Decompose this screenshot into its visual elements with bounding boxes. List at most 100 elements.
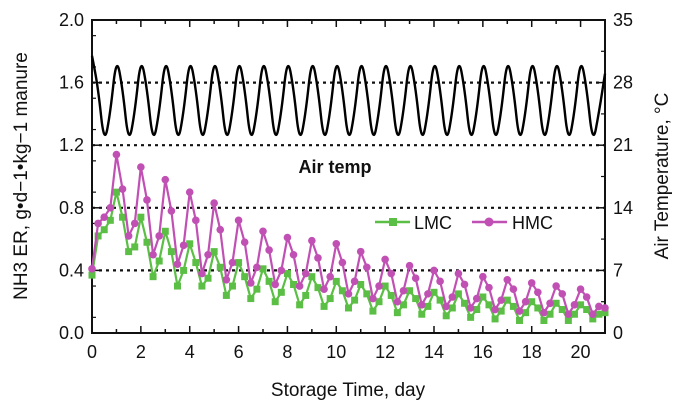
hmc-point	[515, 307, 524, 315]
hmc-point	[442, 302, 451, 311]
hmc-point	[100, 213, 109, 221]
lmc-point	[210, 248, 218, 256]
lmc-point	[314, 284, 322, 292]
hmc-point	[381, 255, 389, 264]
hmc-point	[228, 258, 237, 267]
hmc-point	[118, 185, 127, 193]
y-right-tick-label: 35	[613, 10, 633, 30]
lmc-point	[271, 298, 279, 306]
hmc-point	[344, 290, 353, 298]
hmc-point	[149, 250, 157, 259]
hmc-point	[430, 266, 438, 275]
lmc-point	[473, 306, 481, 314]
hmc-point	[503, 275, 512, 284]
lmc-point	[454, 290, 462, 298]
series-line-air-temp	[90, 55, 607, 137]
legend-lmc-marker	[389, 218, 397, 226]
lmc-point	[479, 293, 487, 301]
hmc-point	[466, 304, 475, 312]
lmc-point	[253, 285, 261, 293]
hmc-point	[521, 297, 530, 306]
lmc-point	[497, 307, 505, 315]
hmc-point	[173, 260, 182, 268]
hmc-point	[582, 293, 591, 301]
lmc-point	[125, 248, 133, 256]
hmc-point	[161, 175, 170, 184]
y-left-tick-label: 1.2	[59, 135, 84, 155]
hmc-point	[295, 282, 304, 290]
hmc-point	[88, 265, 96, 273]
hmc-point	[259, 227, 267, 236]
hmc-point	[332, 239, 341, 248]
hmc-point	[283, 233, 292, 242]
hmc-point	[289, 250, 298, 259]
lmc-point	[363, 290, 371, 298]
series-layer	[88, 55, 609, 324]
lmc-point	[345, 304, 352, 312]
hmc-point	[417, 301, 426, 309]
hmc-point	[472, 294, 481, 303]
hmc-point	[399, 286, 408, 295]
hmc-point	[460, 280, 469, 289]
lmc-point	[112, 188, 120, 196]
hmc-point	[540, 308, 548, 317]
hmc-point	[301, 269, 310, 278]
y-left-tick-label: 0.8	[59, 198, 84, 218]
hmc-point	[314, 254, 322, 262]
lmc-point	[387, 291, 395, 299]
lmc-point	[534, 304, 542, 312]
legend-lmc-label: LMC	[414, 213, 452, 233]
lmc-point	[375, 298, 383, 306]
lmc-point	[351, 296, 359, 304]
hmc-point	[155, 232, 163, 240]
y-right-tick-label: 21	[613, 135, 633, 155]
hmc-point	[277, 266, 286, 275]
lmc-point	[247, 295, 255, 303]
lmc-point	[595, 310, 603, 318]
lmc-point	[228, 282, 236, 290]
lmc-point	[393, 309, 401, 317]
lmc-point	[601, 309, 609, 317]
hmc-point	[387, 269, 396, 278]
lmc-point	[357, 280, 365, 288]
y-right-tick-label: 14	[613, 198, 633, 218]
y-left-tick-label: 0.0	[59, 323, 84, 343]
hmc-point	[185, 188, 194, 196]
x-tick-label: 10	[326, 342, 346, 362]
hmc-point	[198, 269, 206, 278]
hmc-point	[124, 232, 133, 240]
lmc-point	[448, 304, 456, 312]
legend-hmc-marker	[484, 217, 494, 227]
hmc-point	[448, 293, 457, 301]
y-left-tick-label: 1.6	[59, 73, 84, 93]
hmc-point	[424, 290, 432, 298]
hmc-point	[210, 199, 218, 207]
hmc-point	[497, 296, 505, 304]
lmc-point	[100, 226, 108, 234]
lmc-point	[509, 302, 517, 310]
lmc-point	[192, 259, 200, 267]
x-tick-label: 0	[87, 342, 97, 362]
lmc-point	[204, 274, 212, 282]
y-right-tick-label: 7	[613, 260, 623, 280]
hmc-point	[222, 275, 231, 284]
x-tick-label: 12	[375, 342, 395, 362]
hmc-point	[308, 236, 316, 245]
lmc-point	[277, 288, 285, 296]
lmc-point	[302, 291, 310, 299]
hmc-point	[570, 301, 579, 309]
air-temp-annotation: Air temp	[298, 157, 371, 177]
hmc-point	[558, 290, 567, 298]
hmc-point	[143, 196, 151, 204]
lmc-point	[436, 296, 444, 304]
y-left-tick-label: 2.0	[59, 10, 84, 30]
x-tick-label: 14	[424, 342, 444, 362]
lmc-point	[265, 277, 273, 285]
hmc-point	[320, 285, 328, 293]
hmc-point	[271, 280, 280, 289]
y-left-axis-title: NH3 ER, g•d−1•kg−1 manure	[11, 52, 32, 300]
lmc-point	[180, 266, 188, 274]
hmc-point	[485, 283, 493, 292]
hmc-point	[375, 282, 383, 290]
